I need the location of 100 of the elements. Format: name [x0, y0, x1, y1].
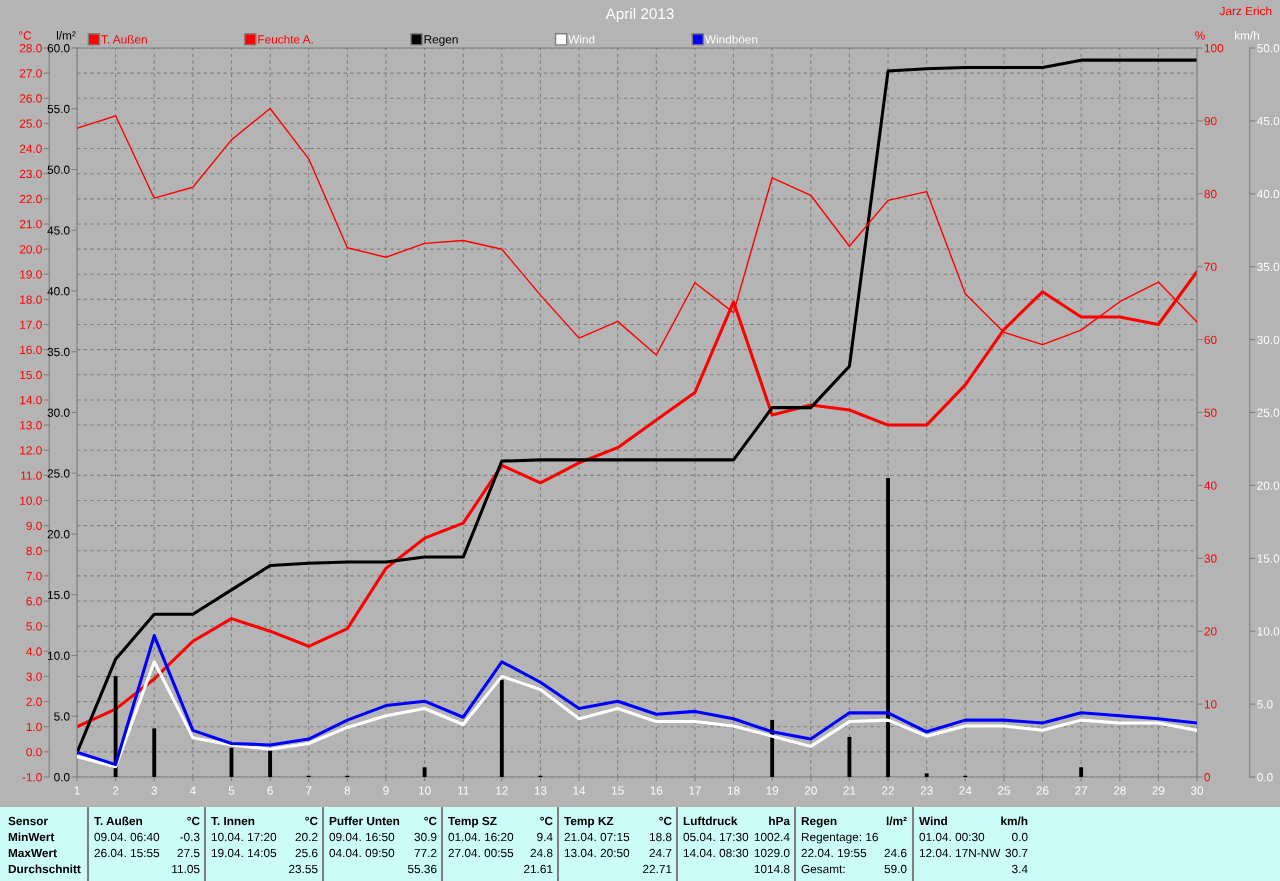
text: °C -0.3 27.5 11.05: [172, 816, 200, 874]
y3-tick-label: 40: [1204, 481, 1217, 490]
x-tick-label: 4: [189, 786, 196, 795]
x-tick-label: 29: [1152, 786, 1165, 795]
text: °C 18.8 24.7 22.71: [643, 816, 672, 874]
y-tick-label: 11.0: [21, 471, 42, 480]
y-tick-label: 18.0: [20, 295, 42, 304]
bar: [422, 767, 427, 777]
y-tick-label: 20.0: [1257, 481, 1280, 490]
y3-tick-label: 70: [1204, 262, 1217, 272]
x-tick-label: 13: [534, 786, 547, 795]
x-tick-label: 14: [573, 786, 586, 795]
y-tick-label: 10.0: [1257, 627, 1280, 636]
y2-tick-label: 35.0: [47, 347, 70, 357]
x-tick-label: 16: [650, 786, 663, 795]
text: Regen Regentage: 16 22.04. 19:55 Gesamt:: [801, 816, 878, 874]
y-tick-label: 30.0: [1257, 335, 1280, 344]
y-tick-label: 40.0: [1256, 189, 1280, 199]
x-tick-label: 6: [267, 786, 273, 795]
bar: [152, 728, 157, 777]
text: Puffer Unten 09.04. 16:50 04.04. 09:50: [329, 816, 400, 858]
text: Wind 01.04. 00:30 12.04. 17N-NW: [919, 816, 1001, 858]
y-axis-title: °C: [19, 31, 32, 40]
x-tick-label: 5: [228, 786, 235, 795]
y-tick-label: 4.0: [26, 647, 42, 656]
text: T. Außen 09.04. 06:40 26.04. 15:55: [94, 816, 160, 858]
y3-tick-label: 90: [1204, 116, 1217, 126]
chart-title: April 2013: [605, 7, 674, 23]
y-tick-label: 19.0: [20, 270, 42, 279]
bar: [847, 736, 852, 777]
x-tick-label: 30: [1190, 786, 1204, 795]
x-tick-label: 23: [920, 786, 933, 795]
y2-tick-label: 0.0: [54, 773, 70, 782]
y-tick-label: 16.0: [20, 345, 42, 355]
y-tick-label: 24.0: [19, 144, 42, 153]
y-tick-label: 26.0: [19, 94, 42, 103]
text: °C 9.4 24.8 21.61: [524, 816, 553, 874]
y-tick-label: 22.0: [19, 194, 42, 204]
bar: [886, 478, 890, 777]
y-tick-label: 12.0: [20, 446, 42, 455]
x-tick-label: 12: [496, 786, 508, 795]
y-tick-label: 0.0: [26, 747, 42, 757]
y-tick-label: 23.0: [19, 169, 42, 179]
y-tick-label: -1.0: [22, 773, 42, 782]
y-tick-label: 6.0: [26, 597, 42, 606]
text: T. Innen 10.04. 17:20 19.04. 14:05: [211, 816, 277, 858]
y2-tick-label: 5.0: [54, 712, 70, 721]
y-tick-label: 14.0: [20, 395, 42, 405]
x-tick-label: 24: [959, 786, 972, 795]
y2-tick-label: 40.0: [47, 287, 70, 296]
legend-label: Wind: [568, 34, 595, 44]
y-tick-label: 5.0: [26, 622, 42, 631]
legend-label: Windböen: [704, 34, 758, 44]
x-tick-label: 26: [1036, 786, 1049, 795]
y-tick-label: 17.0: [20, 320, 42, 329]
text: Luftdruck 05.04. 17:30 14.04. 08:30: [683, 816, 749, 858]
y3-tick-label: 80: [1204, 189, 1217, 199]
legend-label: T. Außen: [101, 34, 147, 44]
x-tick-label: 17: [689, 786, 701, 795]
text: °C 20.2 25.6 23.55: [289, 816, 318, 874]
x-tick-label: 10: [418, 786, 431, 795]
text: Jarz Erich: [1219, 6, 1272, 16]
y2-tick-label: 60.0: [47, 44, 70, 53]
y2-tick-label: 25.0: [47, 469, 70, 478]
y-tick-label: 3.0: [26, 672, 42, 681]
x-tick-label: 22: [882, 786, 895, 795]
y-tick-label: 20.0: [19, 245, 42, 254]
y-tick-label: 21.0: [19, 220, 42, 229]
x-tick-label: 2: [112, 786, 119, 795]
y-tick-label: 45.0: [1256, 116, 1280, 126]
x-tick-label: 3: [151, 786, 158, 795]
y-tick-label: 13.0: [20, 421, 42, 430]
x-tick-label: 27: [1075, 786, 1088, 795]
text: °C 30.9 77.2 55.36: [407, 816, 437, 874]
y2-tick-label: 45.0: [47, 226, 70, 235]
y-tick-label: 5.0: [1257, 700, 1273, 709]
text: Sensor MinWert MaxWert Durchschnitt: [8, 816, 81, 874]
text: hPa 1002.4 1029.0 1014.8: [754, 816, 791, 874]
x-tick-label: 1: [74, 786, 80, 795]
bar: [924, 773, 929, 777]
x-tick-label: 18: [727, 786, 740, 795]
x-tick-label: 15: [612, 786, 624, 795]
y-tick-label: 7.0: [26, 571, 42, 581]
y3-axis-title: %: [1195, 31, 1205, 40]
legend-label: Feuchte A.: [258, 34, 313, 44]
y-axis-title: km/h: [1235, 31, 1260, 40]
y-tick-label: 10.0: [20, 496, 42, 505]
y2-axis-title: l/m²: [56, 31, 76, 40]
text: km/h 0.0 30.7 3.4: [1001, 816, 1028, 874]
text: Temp SZ 01.04. 16:20 27.04. 00:55: [448, 816, 514, 858]
y-tick-label: 0.0: [1257, 773, 1273, 782]
text: l/m² 24.6 59.0: [884, 816, 907, 874]
y3-tick-label: 100: [1204, 44, 1224, 53]
x-tick-label: 21: [843, 786, 856, 795]
line-series: [77, 58, 1197, 755]
y3-tick-label: 0: [1204, 773, 1211, 782]
x-tick-label: 8: [344, 786, 351, 795]
y-tick-label: 28.0: [19, 44, 42, 53]
text: Temp KZ 21.04. 07:15 13.04. 20:50: [564, 816, 630, 858]
line-series: [77, 660, 1197, 769]
